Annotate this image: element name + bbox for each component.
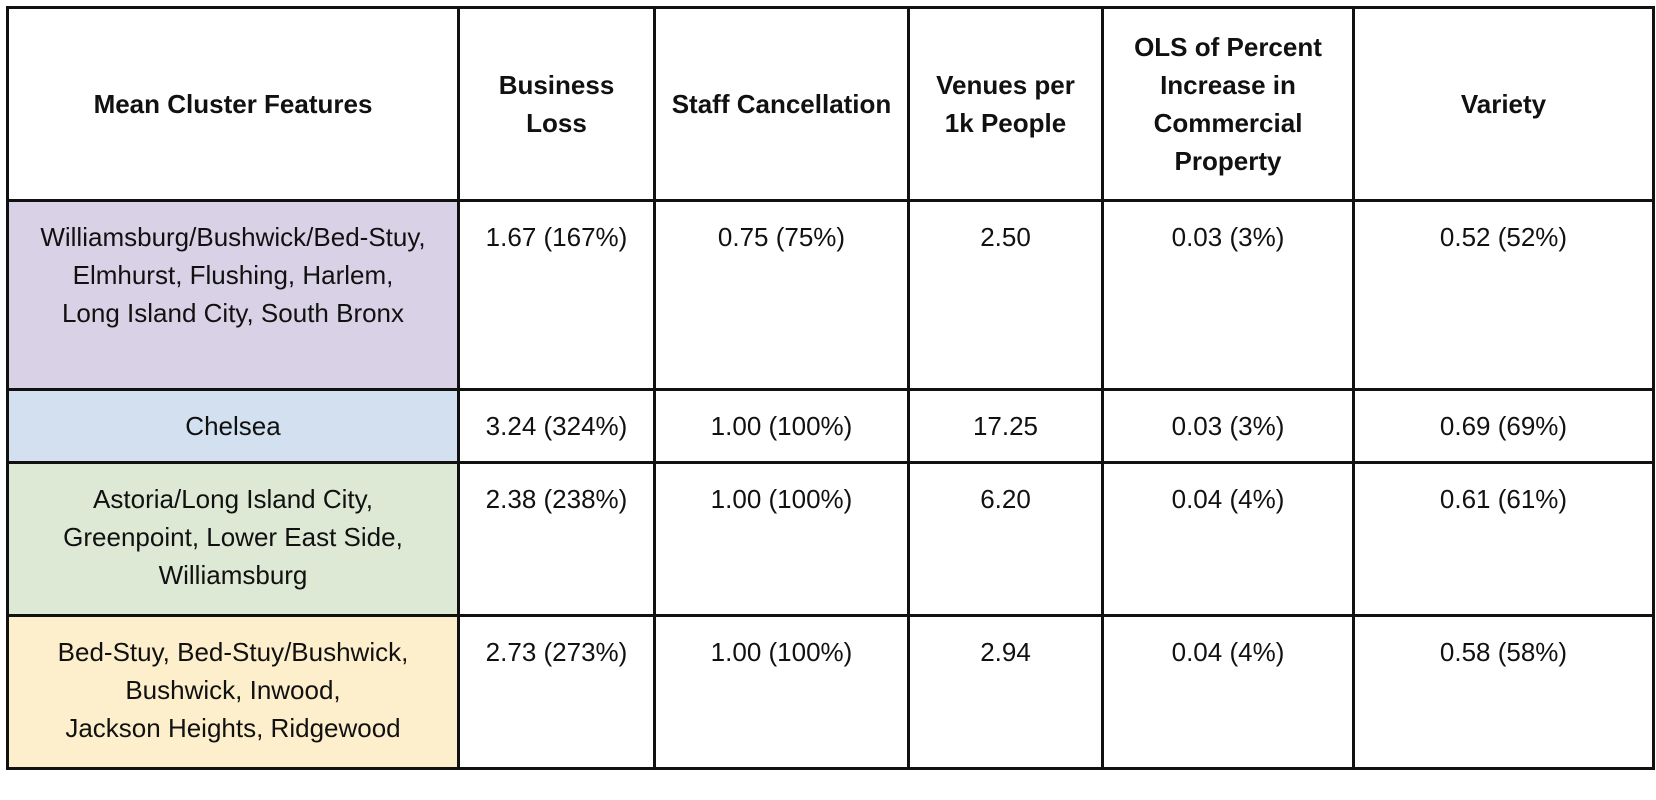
- table-row: Astoria/Long Island City, Greenpoint, Lo…: [6, 461, 1655, 617]
- header-mean-cluster-features: Mean Cluster Features: [6, 6, 460, 202]
- header-ols-commercial-property: OLS of Percent Increase in Commercial Pr…: [1101, 6, 1355, 202]
- business-loss-cell: 2.38 (238%): [457, 461, 656, 617]
- cluster-name-cell: Astoria/Long Island City, Greenpoint, Lo…: [6, 461, 460, 617]
- business-loss-cell: 3.24 (324%): [457, 388, 656, 464]
- header-venues-per-1k-people: Venues per 1k People: [907, 6, 1104, 202]
- header-row: Mean Cluster Features Business Loss Staf…: [6, 6, 1655, 202]
- ols-commercial-cell: 0.03 (3%): [1101, 199, 1355, 391]
- staff-cancellation-cell: 1.00 (100%): [653, 614, 910, 770]
- ols-commercial-cell: 0.03 (3%): [1101, 388, 1355, 464]
- cluster-name-cell: Williamsburg/Bushwick/Bed-Stuy, Elmhurst…: [6, 199, 460, 391]
- variety-cell: 0.69 (69%): [1352, 388, 1655, 464]
- variety-cell: 0.61 (61%): [1352, 461, 1655, 617]
- venues-per-1k-cell: 6.20: [907, 461, 1104, 617]
- staff-cancellation-cell: 1.00 (100%): [653, 388, 910, 464]
- table-row: Bed-Stuy, Bed-Stuy/Bushwick, Bushwick, I…: [6, 614, 1655, 770]
- venues-per-1k-cell: 2.50: [907, 199, 1104, 391]
- cluster-name-cell: Chelsea: [6, 388, 460, 464]
- table-row: Williamsburg/Bushwick/Bed-Stuy, Elmhurst…: [6, 199, 1655, 391]
- variety-cell: 0.58 (58%): [1352, 614, 1655, 770]
- variety-cell: 0.52 (52%): [1352, 199, 1655, 391]
- staff-cancellation-cell: 0.75 (75%): [653, 199, 910, 391]
- business-loss-cell: 1.67 (167%): [457, 199, 656, 391]
- staff-cancellation-cell: 1.00 (100%): [653, 461, 910, 617]
- venues-per-1k-cell: 2.94: [907, 614, 1104, 770]
- header-variety: Variety: [1352, 6, 1655, 202]
- ols-commercial-cell: 0.04 (4%): [1101, 461, 1355, 617]
- table-row: Chelsea 3.24 (324%) 1.00 (100%) 17.25 0.…: [6, 388, 1655, 464]
- header-staff-cancellation: Staff Cancellation: [653, 6, 910, 202]
- cluster-name-cell: Bed-Stuy, Bed-Stuy/Bushwick, Bushwick, I…: [6, 614, 460, 770]
- ols-commercial-cell: 0.04 (4%): [1101, 614, 1355, 770]
- business-loss-cell: 2.73 (273%): [457, 614, 656, 770]
- venues-per-1k-cell: 17.25: [907, 388, 1104, 464]
- cluster-features-table: Mean Cluster Features Business Loss Staf…: [6, 6, 1655, 770]
- header-business-loss: Business Loss: [457, 6, 656, 202]
